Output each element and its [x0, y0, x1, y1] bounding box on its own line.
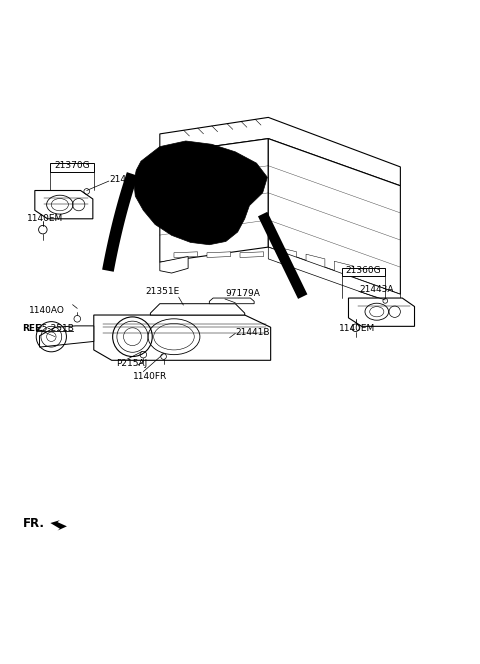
FancyBboxPatch shape — [342, 268, 385, 276]
Text: FR.: FR. — [23, 517, 45, 531]
Polygon shape — [102, 172, 138, 272]
Text: 97179A: 97179A — [225, 289, 260, 298]
Polygon shape — [35, 191, 93, 219]
Polygon shape — [268, 247, 400, 306]
Polygon shape — [94, 315, 271, 361]
Polygon shape — [207, 252, 230, 258]
Polygon shape — [160, 139, 268, 262]
Text: 21443A: 21443A — [109, 175, 144, 184]
Text: 1140EM: 1140EM — [27, 214, 63, 223]
Text: 1140AO: 1140AO — [29, 306, 65, 315]
Polygon shape — [160, 256, 188, 273]
Text: 21360G: 21360G — [346, 266, 382, 275]
Text: 21370G: 21370G — [54, 161, 90, 170]
Polygon shape — [174, 252, 198, 258]
Polygon shape — [240, 252, 264, 258]
Polygon shape — [160, 118, 400, 186]
Polygon shape — [268, 139, 400, 294]
Text: 21351E: 21351E — [145, 287, 180, 295]
Polygon shape — [258, 212, 307, 299]
Text: 25-251B: 25-251B — [36, 324, 74, 333]
Text: 21443A: 21443A — [359, 285, 394, 294]
Polygon shape — [134, 141, 267, 245]
Text: 1140EM: 1140EM — [339, 323, 375, 333]
Polygon shape — [335, 261, 353, 280]
Polygon shape — [348, 298, 415, 326]
Text: P215AJ: P215AJ — [117, 359, 148, 369]
FancyBboxPatch shape — [50, 163, 94, 171]
Polygon shape — [39, 326, 94, 347]
Polygon shape — [150, 303, 245, 315]
Polygon shape — [209, 298, 254, 303]
Polygon shape — [278, 247, 297, 266]
Polygon shape — [306, 254, 325, 273]
Text: REF.: REF. — [22, 324, 43, 333]
Text: 1140FR: 1140FR — [132, 372, 167, 380]
Polygon shape — [50, 520, 67, 531]
Text: 21441B: 21441B — [235, 329, 270, 337]
